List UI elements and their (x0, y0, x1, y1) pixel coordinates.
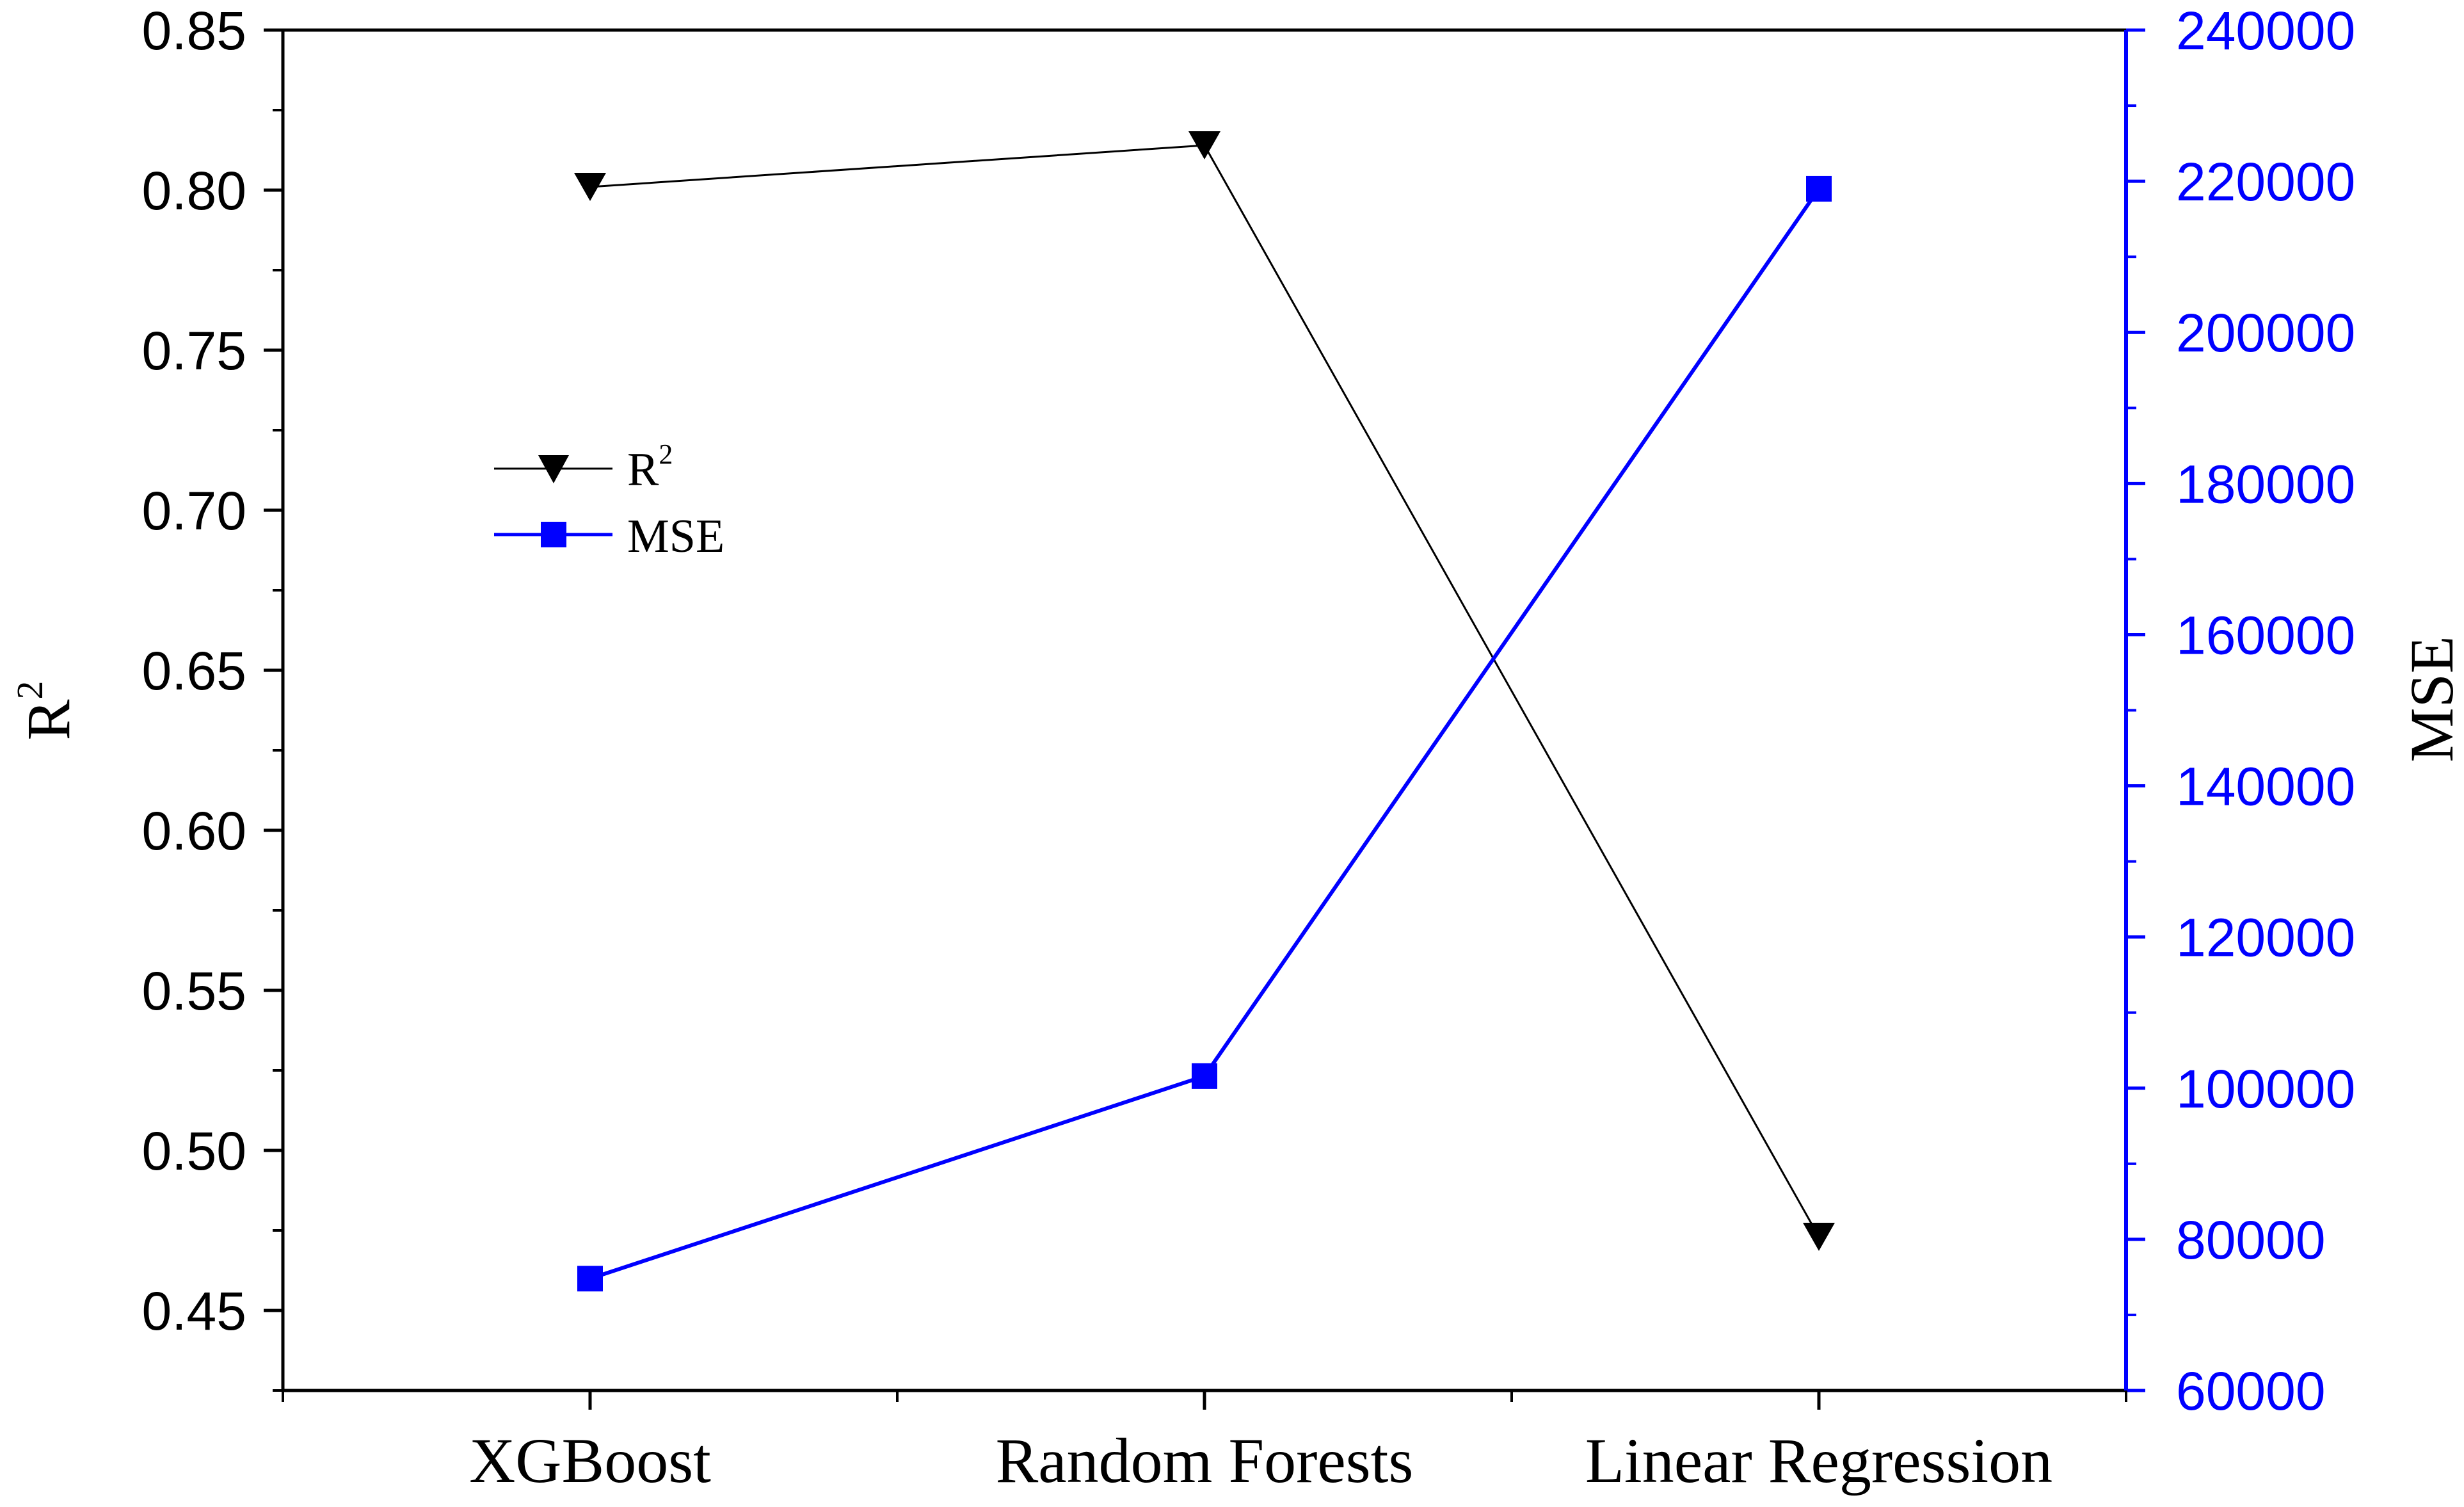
y-left-tick-label: 0.80 (142, 161, 247, 221)
y-right-tick-label: 140000 (2176, 757, 2355, 817)
y-axis-left-label-superscript: 2 (9, 681, 51, 699)
y-axis-left-label-main: R (14, 699, 83, 740)
data-point-r2-linear-regression (1803, 1223, 1835, 1251)
y-right-tick-label: 220000 (2176, 152, 2355, 212)
x-axis-ticks: XGBoost Random Forests Linear Regression (282, 1390, 2127, 1496)
y-left-tick-label: 0.50 (142, 1121, 247, 1181)
y-axis-left-ticks: 0.45 0.50 0.55 0.60 0.65 0.70 0.75 0.80 0.85 (142, 1, 283, 1392)
y-left-tick-label: 0.75 (142, 321, 247, 381)
y-left-tick-label: 0.85 (142, 1, 247, 61)
y-right-tick-label: 180000 (2176, 454, 2355, 514)
y-left-tick-label: 0.65 (142, 641, 247, 701)
y-right-tick-label: 120000 (2176, 908, 2355, 968)
legend-label-r2: R2 (627, 439, 673, 496)
y-axis-right-label: MSE (2397, 636, 2464, 762)
y-left-tick-label: 0.55 (142, 961, 247, 1021)
data-point-r2-random-forests (1188, 131, 1220, 159)
y-right-tick-label: 80000 (2176, 1210, 2326, 1270)
legend-label-r2-superscript: 2 (659, 439, 673, 470)
legend-marker-r2 (538, 455, 569, 483)
legend: R2 MSE (494, 439, 724, 563)
data-point-r2-xgboost (574, 173, 606, 201)
x-tick-label-random-forests: Random Forests (996, 1425, 1414, 1496)
y-axis-right-ticks: 60000 80000 100000 120000 140000 160000 180000… (2126, 1, 2355, 1421)
y-left-tick-label: 0.60 (142, 801, 247, 861)
y-left-tick-label: 0.70 (142, 481, 247, 541)
series-layer (574, 131, 1835, 1292)
data-point-mse-random-forests (1192, 1063, 1217, 1089)
legend-label-r2-main: R (627, 444, 659, 496)
legend-label-mse: MSE (627, 510, 724, 563)
y-axis-left-label: R2 (9, 681, 83, 740)
y-right-tick-label: 160000 (2176, 605, 2355, 665)
y-right-tick-label: 100000 (2176, 1059, 2355, 1119)
x-tick-label-linear-regression: Linear Regression (1585, 1425, 2052, 1496)
data-point-mse-linear-regression (1806, 175, 1832, 202)
x-tick-label-xgboost: XGBoost (469, 1425, 711, 1496)
y-right-tick-label: 200000 (2176, 303, 2355, 363)
legend-marker-mse (541, 522, 566, 547)
y-left-tick-label: 0.45 (142, 1281, 247, 1341)
y-right-tick-label: 60000 (2176, 1361, 2326, 1421)
data-point-mse-xgboost (577, 1266, 603, 1292)
y-right-tick-label: 240000 (2176, 1, 2355, 61)
